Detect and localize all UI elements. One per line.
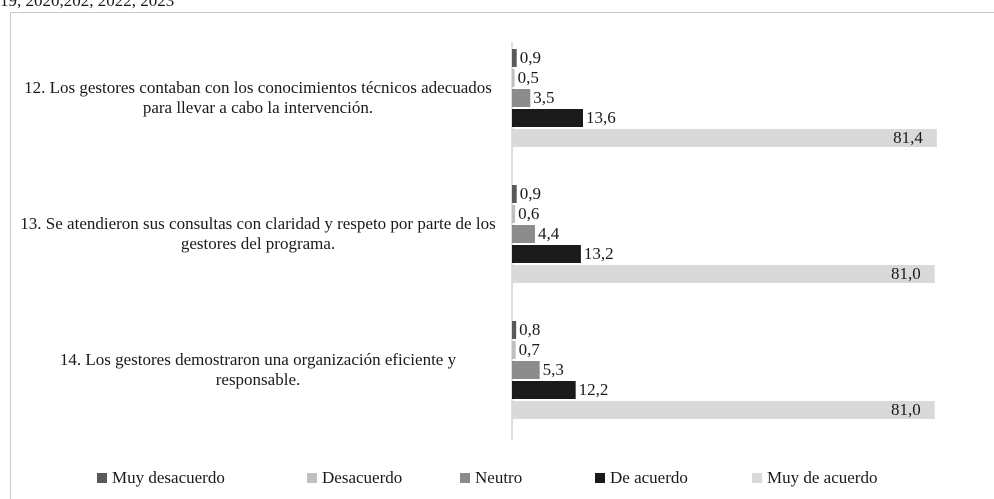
value-label: 81,4 <box>893 128 923 147</box>
bar <box>512 129 937 147</box>
value-label: 0,8 <box>519 320 540 339</box>
legend-swatch <box>595 473 605 483</box>
bar <box>512 49 517 67</box>
value-label: 13,6 <box>586 108 616 127</box>
bar <box>512 321 517 339</box>
bar <box>512 69 515 87</box>
bar <box>512 89 531 107</box>
value-label: 0,7 <box>519 340 541 359</box>
legend-label: Muy de acuerdo <box>767 468 877 487</box>
legend-swatch <box>752 473 762 483</box>
value-label: 0,9 <box>520 48 541 67</box>
value-label: 81,0 <box>891 400 921 419</box>
chart-border <box>10 12 994 499</box>
value-label: 81,0 <box>891 264 921 283</box>
bar <box>512 185 517 203</box>
bar <box>512 401 935 419</box>
bar <box>512 341 516 359</box>
legend-label: Desacuerdo <box>322 468 402 487</box>
bar <box>512 265 935 283</box>
legend-swatch <box>97 473 107 483</box>
bar <box>512 381 576 399</box>
legend-label: De acuerdo <box>610 468 688 487</box>
bar <box>512 109 583 127</box>
category-label: 14. Los gestores demostraron una organiz… <box>59 350 457 389</box>
chart-title: 19, 2020,202, 2022, 2023 <box>0 0 174 10</box>
value-label: 3,5 <box>533 88 554 107</box>
category-label: 13. Se atendieron sus consultas con clar… <box>20 214 496 253</box>
value-label: 4,4 <box>538 224 560 243</box>
bar <box>512 225 535 243</box>
bar <box>512 205 516 223</box>
legend-swatch <box>307 473 317 483</box>
value-label: 13,2 <box>584 244 614 263</box>
bar <box>512 361 540 379</box>
value-label: 0,5 <box>518 68 539 87</box>
category-label: 12. Los gestores contaban con los conoci… <box>24 78 492 117</box>
value-label: 12,2 <box>579 380 609 399</box>
legend-label: Muy desacuerdo <box>112 468 225 487</box>
legend-label: Neutro <box>475 468 522 487</box>
value-label: 5,3 <box>543 360 564 379</box>
value-label: 0,6 <box>518 204 539 223</box>
legend-swatch <box>460 473 470 483</box>
bar <box>512 245 581 263</box>
value-label: 0,9 <box>520 184 541 203</box>
